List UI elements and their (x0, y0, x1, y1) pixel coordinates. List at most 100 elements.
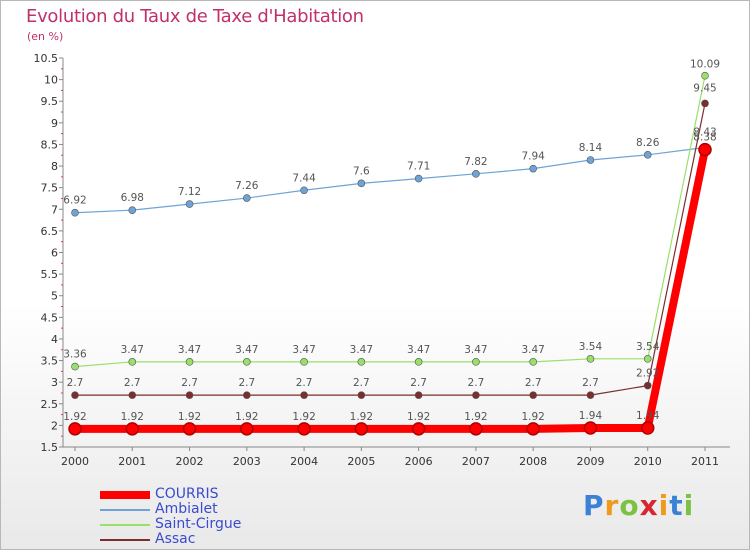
data-label: 7.82 (464, 156, 487, 168)
y-tick-label: 10.5 (34, 52, 59, 65)
data-label: 2.7 (525, 377, 542, 389)
legend-label: Saint-Cirgue (155, 516, 242, 532)
data-label: 3.47 (350, 344, 373, 356)
y-tick-label: 10 (44, 74, 58, 87)
data-point-courris (240, 422, 254, 436)
legend-label: COURRIS (155, 486, 219, 502)
series-line-saint-cirgue (74, 75, 706, 368)
data-label: 7.44 (292, 172, 316, 184)
y-tick-label: 9 (51, 117, 58, 130)
y-tick-label: 3.5 (41, 355, 59, 368)
data-point-assac (128, 391, 137, 399)
data-label: 8.14 (579, 142, 603, 154)
data-label: 1.92 (350, 411, 373, 423)
logo-letter: x (639, 489, 659, 522)
chart-unit-label: (en %) (27, 30, 64, 43)
data-point-saint-cirgue (243, 358, 251, 366)
data-point-saint-cirgue (357, 358, 366, 366)
data-point-ambialet (300, 186, 308, 195)
data-label: 3.47 (292, 344, 315, 356)
y-tick-label: 5.5 (41, 268, 59, 281)
legend-label: Assac (155, 531, 196, 547)
logo-letter: i (658, 489, 670, 522)
x-tick-label: 2001 (118, 455, 146, 468)
legend-swatch (100, 539, 150, 541)
x-tick-label: 2005 (347, 455, 375, 468)
data-label: 3.47 (178, 344, 201, 356)
data-label: 1.94 (636, 410, 660, 422)
data-point-courris (640, 421, 655, 435)
proxiti-logo: Proxiti (583, 489, 694, 522)
data-point-assac (414, 391, 423, 399)
x-tick-label: 2004 (290, 455, 318, 468)
y-tick-label: 6.5 (41, 225, 59, 238)
data-label: 1.92 (521, 411, 544, 423)
data-point-assac (472, 391, 480, 399)
data-point-saint-cirgue (414, 358, 423, 366)
x-tick-label: 2008 (519, 455, 547, 468)
data-label: 2.7 (67, 377, 84, 389)
data-label: 7.94 (521, 151, 545, 163)
logo-letter: r (604, 489, 620, 522)
data-label: 1.92 (407, 411, 430, 423)
legend-swatch (100, 491, 150, 499)
data-label: 3.47 (521, 344, 544, 356)
data-point-courris (698, 142, 712, 157)
data-point-assac (71, 391, 79, 399)
x-tick-label: 2007 (462, 455, 490, 468)
data-point-ambialet (357, 179, 366, 188)
y-tick-label: 4.5 (41, 311, 59, 324)
data-label: 1.92 (464, 411, 487, 423)
data-label: 1.92 (292, 411, 315, 423)
x-tick-label: 2000 (61, 455, 89, 468)
data-point-ambialet (243, 194, 251, 202)
y-tick-label: 5 (51, 290, 58, 303)
data-point-assac (586, 391, 595, 399)
data-label: 7.71 (407, 161, 430, 173)
data-label: 2.7 (238, 377, 255, 389)
data-label: 1.92 (235, 411, 258, 423)
data-label: 7.26 (235, 180, 259, 192)
data-label: 7.12 (178, 186, 201, 198)
data-point-assac (529, 391, 537, 399)
data-point-assac (701, 99, 709, 108)
logo-letter: P (583, 489, 605, 522)
data-label: 3.54 (636, 341, 660, 353)
y-tick-label: 6 (51, 247, 58, 260)
data-label: 6.92 (63, 195, 86, 207)
series-line-assac (74, 102, 706, 396)
data-point-assac (243, 391, 251, 399)
y-tick-label: 7.5 (41, 182, 59, 195)
y-tick-label: 8.5 (41, 138, 59, 151)
y-tick-label: 3 (51, 376, 58, 389)
data-point-assac (300, 391, 308, 399)
x-tick-label: 2011 (691, 455, 719, 468)
data-label: 1.94 (579, 410, 603, 422)
data-label: 1.92 (63, 411, 86, 423)
data-label: 3.47 (235, 344, 258, 356)
data-label: 3.47 (121, 344, 144, 356)
y-tick-label: 7 (51, 203, 58, 216)
legend-swatch (100, 524, 150, 526)
data-point-courris (526, 422, 540, 436)
data-label: 8.38 (693, 132, 716, 144)
data-label: 1.92 (178, 411, 201, 423)
x-tick-label: 2009 (576, 455, 604, 468)
legend-swatch (100, 509, 150, 511)
series-line-ambialet (74, 146, 706, 214)
data-point-saint-cirgue (300, 358, 308, 366)
data-point-saint-cirgue (529, 358, 537, 366)
data-point-courris (583, 421, 598, 435)
data-label: 2.7 (353, 377, 370, 389)
data-point-ambialet (529, 164, 537, 173)
data-point-saint-cirgue (472, 358, 480, 366)
x-tick-label: 2003 (233, 455, 261, 468)
data-point-ambialet (586, 156, 595, 164)
data-point-saint-cirgue (701, 71, 709, 80)
y-tick-label: 1.5 (41, 441, 59, 454)
data-point-ambialet (185, 200, 194, 208)
data-label: 2.7 (410, 377, 427, 389)
data-label: 6.98 (121, 192, 144, 204)
data-point-courris (125, 422, 140, 436)
